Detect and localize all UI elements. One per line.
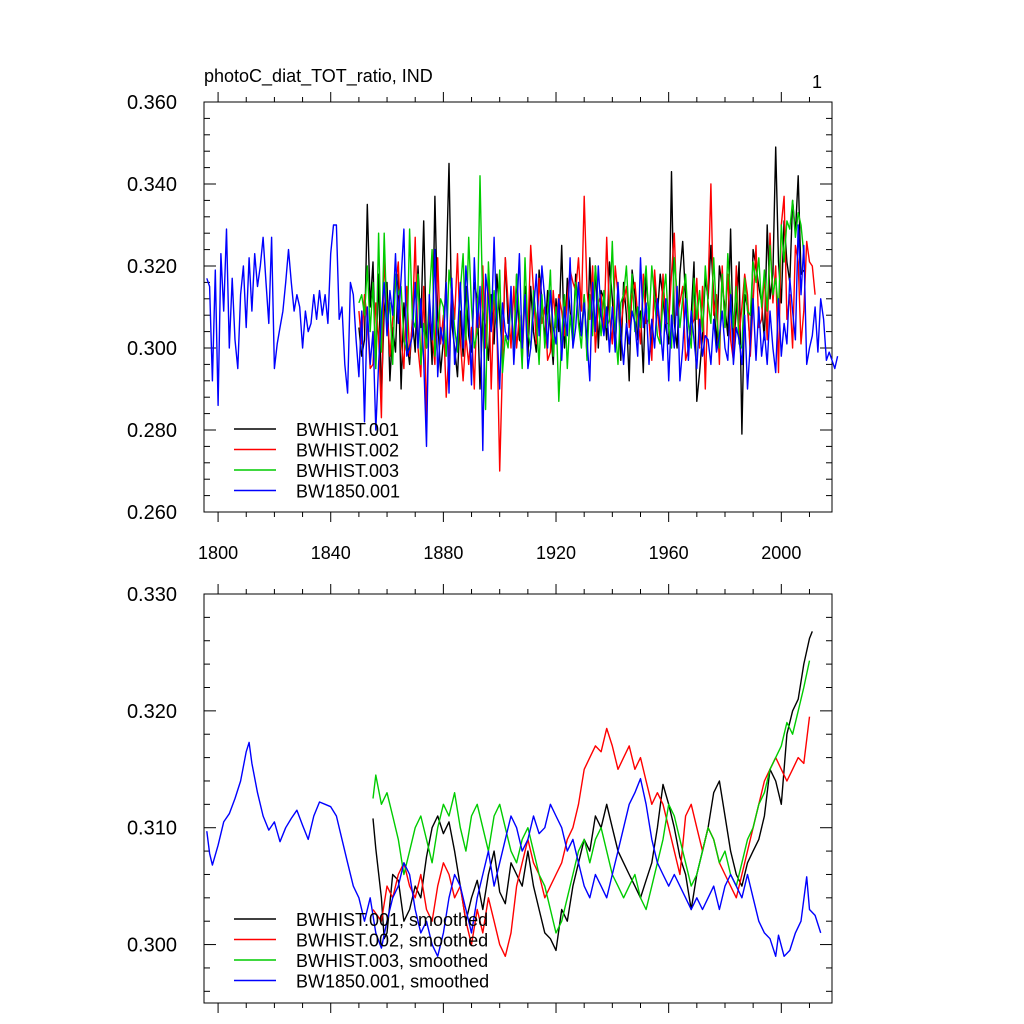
y-tick-label: 0.330: [127, 584, 177, 606]
legend-label: BW1850.001, smoothed: [296, 972, 489, 992]
legend-label: BW1850.001: [296, 482, 400, 502]
x-tick-label: 1880: [423, 543, 463, 563]
legend-label: BWHIST.002: [296, 441, 399, 461]
top-chart-panel: 1800 1840 1880 1920 1960 2000 0.260 0.280 0.300 0…: [127, 92, 839, 563]
legend-label: BWHIST.001, smoothed: [296, 910, 488, 930]
series-line-1: [372, 631, 813, 952]
legend-label: BWHIST.002, smoothed: [296, 931, 488, 951]
series-line-4: [206, 224, 839, 452]
y-tick-label: 0.300: [127, 935, 177, 957]
y-tick-label: 0.320: [127, 701, 177, 723]
plot-frame: [203, 593, 833, 1004]
y-tick-label: 0.320: [127, 256, 177, 278]
legend-label: BWHIST.003: [296, 461, 399, 481]
series-line-3: [358, 175, 805, 411]
y-tick-label: 0.360: [127, 92, 177, 114]
y-tick-label: 0.280: [127, 420, 177, 442]
chart-title: photoC_diat_TOT_ratio, IND: [204, 66, 433, 87]
x-tick-label: 1840: [311, 543, 351, 563]
series-line-4: [206, 741, 822, 957]
x-tick-label: 2000: [761, 543, 801, 563]
bottom-chart-panel: 0.300 0.310 0.320 0.330 BWHIST.001, smoothed…: [127, 584, 833, 1013]
y-tick-label: 0.340: [127, 174, 177, 196]
x-tick-label: 1960: [649, 543, 689, 563]
series-line-2: [372, 716, 811, 957]
legend-label: BWHIST.001: [296, 420, 399, 440]
y-tick-label: 0.310: [127, 818, 177, 840]
y-tick-label: 0.300: [127, 338, 177, 360]
legend-label: BWHIST.003, smoothed: [296, 951, 488, 971]
y-tick-label: 0.260: [127, 502, 177, 524]
x-tick-label: 1920: [536, 543, 576, 563]
plot-frame: [203, 101, 833, 513]
panel-number: 1: [812, 72, 822, 92]
x-tick-label: 1800: [198, 543, 238, 563]
